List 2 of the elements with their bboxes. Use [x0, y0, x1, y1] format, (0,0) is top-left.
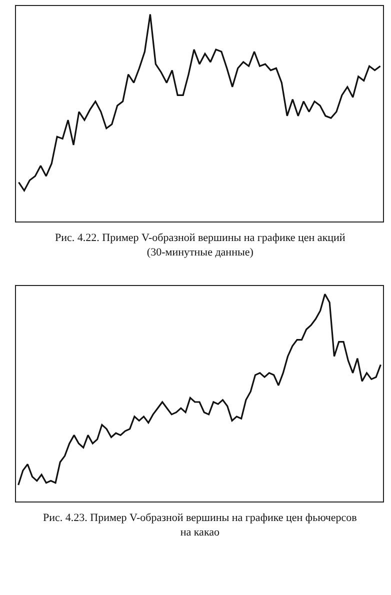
text: Рис. 4.22. Пример V-образной вершины на графике цен акций (30-минутные данные) [55, 232, 346, 258]
text: Рис. 4.23. Пример V-образной вершины на графике цен фьючерсов на какао [43, 512, 357, 538]
